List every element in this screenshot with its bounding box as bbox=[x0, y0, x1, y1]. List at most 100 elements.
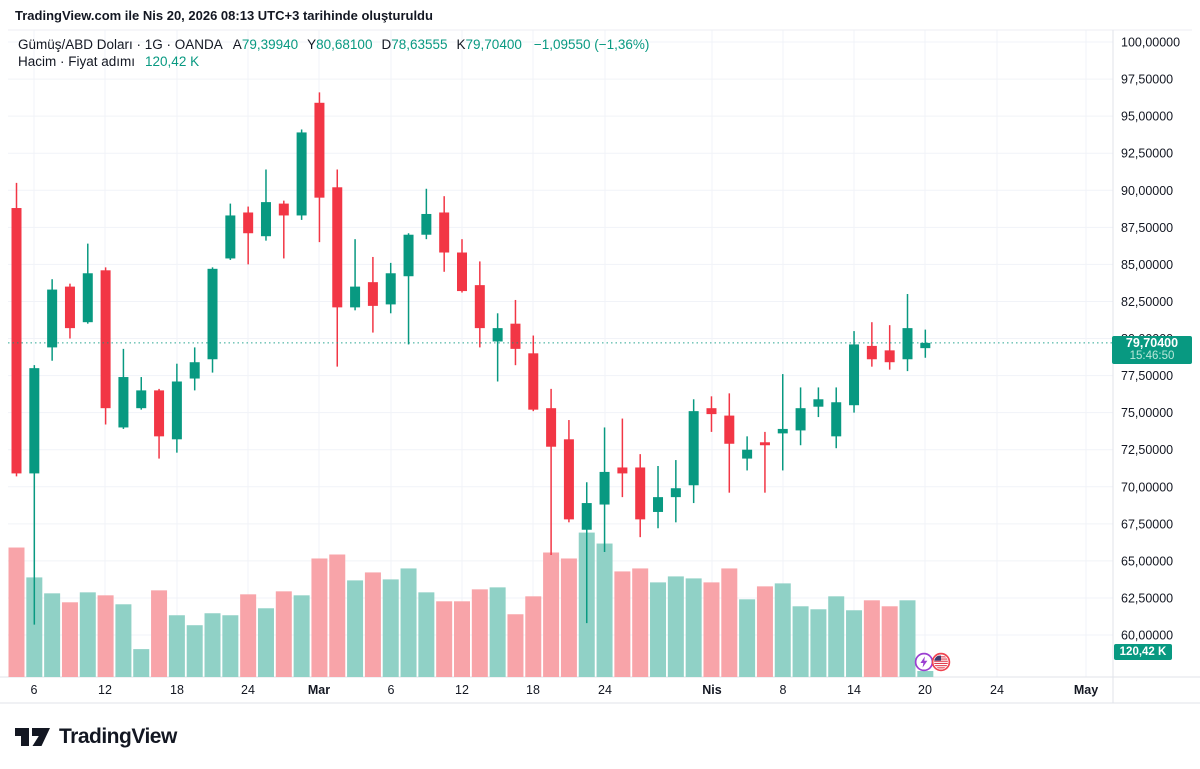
candle-body[interactable] bbox=[849, 344, 860, 406]
volume-bar[interactable] bbox=[596, 543, 613, 677]
volume-bar[interactable] bbox=[26, 577, 43, 677]
volume-bar[interactable] bbox=[917, 671, 934, 677]
tradingview-logo[interactable]: TradingView bbox=[14, 724, 177, 750]
candle-body[interactable] bbox=[314, 102, 325, 198]
candle-body[interactable] bbox=[920, 342, 931, 349]
volume-bar[interactable] bbox=[44, 593, 61, 677]
volume-bar[interactable] bbox=[293, 595, 310, 677]
volume-bar[interactable] bbox=[756, 586, 773, 677]
volume-study-title[interactable]: Hacim · Fiyat adımı bbox=[18, 54, 136, 69]
candle-body[interactable] bbox=[136, 390, 147, 409]
volume-bar[interactable] bbox=[151, 590, 168, 677]
candle-body[interactable] bbox=[82, 273, 93, 323]
candle-body[interactable] bbox=[243, 212, 254, 234]
candle-body[interactable] bbox=[29, 368, 40, 474]
volume-bar[interactable] bbox=[632, 568, 649, 677]
volume-bar[interactable] bbox=[275, 591, 292, 677]
candle-body[interactable] bbox=[278, 203, 289, 216]
volume-bar[interactable] bbox=[899, 600, 916, 677]
volume-bars[interactable] bbox=[8, 532, 934, 678]
candle-body[interactable] bbox=[350, 286, 361, 308]
candle-body[interactable] bbox=[528, 353, 539, 410]
symbol-title[interactable]: Gümüş/ABD Doları · 1G · OANDA bbox=[18, 37, 223, 52]
volume-bar[interactable] bbox=[61, 602, 78, 677]
volume-bar[interactable] bbox=[115, 604, 132, 677]
volume-bar[interactable] bbox=[792, 606, 809, 677]
volume-bar[interactable] bbox=[382, 579, 399, 677]
candle-body[interactable] bbox=[777, 428, 788, 434]
volume-bar[interactable] bbox=[507, 614, 524, 677]
event-marker-us-economic[interactable] bbox=[931, 652, 951, 672]
candle-body[interactable] bbox=[563, 439, 574, 520]
volume-bar[interactable] bbox=[667, 576, 684, 677]
volume-bar[interactable] bbox=[186, 625, 203, 677]
volume-bar[interactable] bbox=[97, 595, 114, 677]
candle-body[interactable] bbox=[635, 467, 646, 520]
volume-bar[interactable] bbox=[846, 610, 863, 677]
volume-bar[interactable] bbox=[222, 615, 239, 677]
candle-body[interactable] bbox=[510, 323, 521, 349]
volume-bar[interactable] bbox=[133, 649, 150, 677]
candle-body[interactable] bbox=[688, 411, 699, 486]
candle-body[interactable] bbox=[884, 350, 895, 363]
candle-body[interactable] bbox=[154, 390, 165, 437]
candle-body[interactable] bbox=[367, 282, 378, 306]
candle-body[interactable] bbox=[225, 215, 236, 259]
candle-body[interactable] bbox=[207, 268, 218, 360]
candle-body[interactable] bbox=[189, 362, 200, 379]
candle-body[interactable] bbox=[118, 377, 129, 428]
volume-bar[interactable] bbox=[204, 613, 221, 677]
candle-body[interactable] bbox=[546, 408, 557, 447]
volume-bar[interactable] bbox=[454, 601, 470, 677]
candle-body[interactable] bbox=[457, 252, 467, 292]
candles[interactable] bbox=[11, 92, 931, 625]
volume-bar[interactable] bbox=[347, 580, 364, 677]
volume-bar[interactable] bbox=[560, 558, 577, 677]
volume-bar[interactable] bbox=[614, 571, 631, 677]
candle-body[interactable] bbox=[47, 289, 58, 348]
candle-body[interactable] bbox=[617, 467, 628, 474]
candle-body[interactable] bbox=[474, 285, 485, 329]
candle-body[interactable] bbox=[100, 270, 111, 409]
candle-body[interactable] bbox=[332, 187, 343, 308]
candle-body[interactable] bbox=[724, 415, 735, 444]
candle-body[interactable] bbox=[385, 273, 396, 305]
candle-body[interactable] bbox=[439, 212, 450, 253]
candle-body[interactable] bbox=[866, 345, 877, 360]
volume-bar[interactable] bbox=[257, 608, 274, 677]
volume-bar[interactable] bbox=[810, 609, 827, 677]
candle-body[interactable] bbox=[599, 471, 610, 505]
candle-body[interactable] bbox=[813, 399, 824, 407]
volume-bar[interactable] bbox=[329, 554, 346, 677]
volume-bar[interactable] bbox=[881, 606, 898, 677]
volume-bar[interactable] bbox=[721, 568, 738, 677]
volume-bar[interactable] bbox=[774, 583, 791, 677]
candle-body[interactable] bbox=[403, 234, 414, 277]
volume-bar[interactable] bbox=[863, 600, 880, 677]
candle-body[interactable] bbox=[795, 408, 806, 431]
volume-bar[interactable] bbox=[543, 552, 560, 678]
candle-body[interactable] bbox=[421, 213, 432, 235]
volume-bar[interactable] bbox=[364, 572, 381, 677]
candle-body[interactable] bbox=[742, 449, 753, 459]
candle-body[interactable] bbox=[831, 402, 842, 437]
volume-bar[interactable] bbox=[525, 596, 542, 677]
candle-body[interactable] bbox=[670, 488, 681, 498]
volume-bar[interactable] bbox=[828, 596, 845, 677]
volume-bar[interactable] bbox=[79, 592, 96, 677]
candle-body[interactable] bbox=[581, 503, 592, 530]
volume-bar[interactable] bbox=[168, 615, 185, 677]
candle-body[interactable] bbox=[64, 286, 75, 329]
volume-bar[interactable] bbox=[436, 601, 453, 677]
candle-body[interactable] bbox=[11, 208, 22, 474]
volume-bar[interactable] bbox=[311, 558, 328, 677]
volume-bar[interactable] bbox=[8, 547, 25, 677]
volume-bar[interactable] bbox=[685, 578, 702, 677]
volume-bar[interactable] bbox=[489, 587, 506, 677]
time-axis[interactable]: 6 12 18 24 Mar 6 12 18 24 Nis 8 14 20 24 May bbox=[31, 683, 1099, 697]
volume-bar[interactable] bbox=[650, 582, 667, 677]
volume-bar[interactable] bbox=[739, 599, 756, 677]
candle-body[interactable] bbox=[759, 442, 770, 446]
volume-bar[interactable] bbox=[418, 592, 435, 677]
